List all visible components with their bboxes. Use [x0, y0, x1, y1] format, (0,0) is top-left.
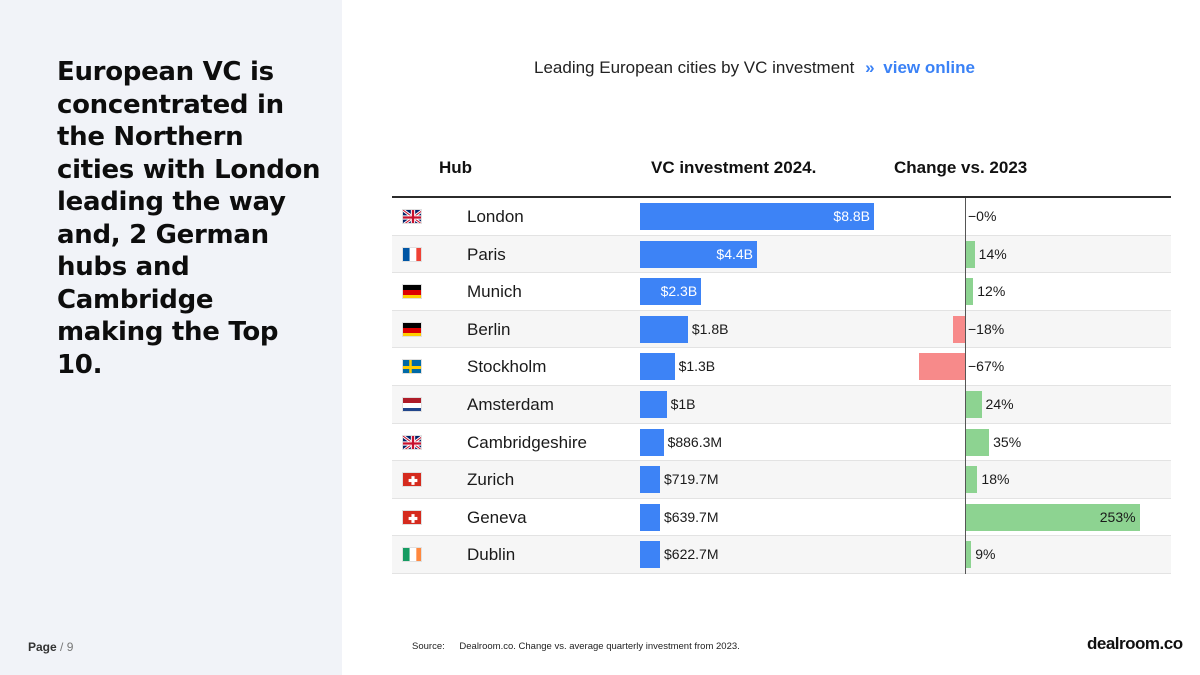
flag-ie-icon [402, 547, 422, 563]
investment-label: $622.7M [664, 546, 719, 563]
table-row: Paris $4.4B 14% [392, 235, 1171, 274]
table-row: Cambridgeshire $886.3M 35% [392, 424, 1171, 462]
investment-label: $4.4B [716, 245, 753, 262]
investment-bar [640, 278, 702, 306]
flag-de-icon [402, 284, 422, 300]
hub-name: Amsterdam [467, 395, 554, 414]
investment-label: $1B [670, 396, 696, 412]
change-label: 9% [975, 546, 996, 563]
investment-bar [640, 353, 675, 381]
change-bar [965, 503, 1140, 531]
view-online-arrow-icon[interactable]: » [865, 58, 875, 77]
view-online-link[interactable]: view online [883, 58, 975, 77]
page-number: 9 [66, 640, 74, 654]
change-label: −0% [968, 208, 997, 224]
page-label: Page [28, 640, 57, 654]
column-header-investment: VC investment 2024. [651, 158, 817, 177]
table-row: Dublin $622.7M 9% [392, 536, 1171, 574]
flag-ch-icon [402, 472, 422, 488]
hub-name: Dublin [467, 545, 516, 565]
flag-gb-icon [402, 434, 422, 450]
investment-bar [640, 503, 660, 531]
investment-label: $886.3M [667, 433, 723, 450]
hub-name: Stockholm [467, 357, 547, 377]
chart-table-body: London $8.8B −0% Paris $4.4B 14% Munich $2.3B 12… [392, 198, 1171, 574]
change-bar [965, 391, 982, 418]
table-row: Geneva $639.7M 253% [392, 499, 1171, 537]
investment-bar [640, 203, 874, 230]
chart-title-text: Leading European cities by VC investment [534, 58, 855, 77]
column-header-hub: Hub [439, 158, 473, 177]
table-row: Munich $2.3B 12% [392, 273, 1171, 311]
flag-se-icon [402, 359, 422, 375]
flag-nl-icon [402, 397, 422, 412]
change-label: 14% [978, 245, 1007, 262]
investment-label: $2.3B [660, 283, 698, 300]
page-separator: / [60, 640, 64, 654]
change-label: −67% [968, 358, 1005, 375]
change-label: 35% [993, 433, 1022, 450]
change-bar [952, 315, 965, 343]
investment-label: $1.3B [678, 358, 716, 375]
change-zero-line [965, 198, 966, 574]
column-header-change: Change vs. 2023 [894, 158, 1028, 177]
investment-bar [640, 541, 660, 569]
source-note: Source: Dealroom.co. Change vs. average … [412, 641, 740, 652]
change-bar [965, 278, 974, 306]
source-text: Dealroom.co. Change vs. average quarterl… [459, 641, 740, 652]
change-bar [965, 240, 975, 268]
change-label: 12% [977, 283, 1006, 300]
change-bar [918, 353, 965, 381]
investment-label: $1.8B [691, 320, 729, 337]
change-label: 253% [1099, 508, 1136, 525]
investment-bar [640, 466, 660, 494]
hub-name: Zurich [467, 470, 515, 490]
flag-de-icon [402, 321, 422, 337]
change-bar [965, 466, 978, 494]
table-row: Zurich $719.7M 18% [392, 461, 1171, 499]
dealroom-logo: dealroom.co [1087, 634, 1183, 653]
flag-ch-icon [402, 509, 422, 525]
investment-bar [640, 391, 667, 418]
hub-name: Geneva [467, 507, 527, 527]
table-row: Amsterdam $1B 24% [392, 386, 1171, 424]
headline: European VC is concentrated in the North… [57, 57, 321, 380]
investment-bar [640, 315, 688, 343]
investment-label: $719.7M [664, 471, 719, 488]
hub-name: Paris [467, 244, 506, 264]
change-label: −18% [968, 320, 1005, 337]
investment-bar [640, 240, 757, 268]
flag-fr-icon [402, 246, 422, 262]
investment-label: $639.7M [664, 508, 719, 525]
flag-gb-icon [402, 209, 422, 224]
table-row: Berlin $1.8B −18% [392, 310, 1171, 349]
hub-name: London [467, 207, 524, 226]
header-rule [392, 196, 1171, 198]
change-label: 18% [981, 471, 1010, 488]
hub-name: Cambridgeshire [467, 432, 587, 452]
investment-label: $8.8B [833, 208, 870, 224]
hub-name: Munich [467, 282, 522, 302]
chart-title: Leading European cities by VC investment… [534, 58, 975, 78]
change-label: 24% [985, 396, 1014, 412]
source-label: Source: [412, 641, 445, 652]
table-row: London $8.8B −0% [392, 198, 1171, 236]
change-bar [965, 428, 990, 456]
hub-name: Berlin [467, 319, 511, 339]
investment-bar [640, 428, 664, 456]
change-bar [965, 541, 972, 569]
table-row: Stockholm $1.3B −67% [392, 348, 1171, 386]
left-panel [0, 0, 342, 675]
page-indicator: Page / 9 [28, 640, 73, 654]
